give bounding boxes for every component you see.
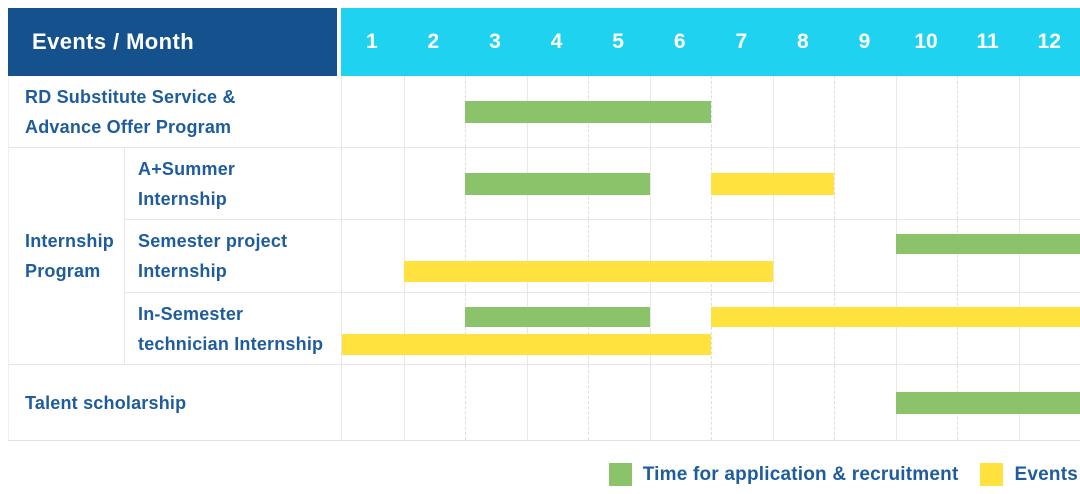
row-chart-in-semester-technician [341, 293, 1080, 365]
gantt-bar [342, 334, 711, 355]
row-label-text: technician Internship [138, 333, 324, 354]
row-chart-semester-project [341, 220, 1080, 293]
gantt-bar [465, 307, 650, 327]
month-gridline [465, 365, 466, 440]
month-label: 9 [858, 30, 871, 53]
month-gridline [711, 293, 712, 364]
month-label: 8 [797, 30, 809, 53]
row-chart-a-plus-summer [341, 148, 1080, 220]
month-gridline [834, 148, 835, 219]
month-gridline [957, 148, 958, 219]
row-chart-talent-scholarship [341, 365, 1080, 441]
row-label-semester-project: Semester project Internship [124, 220, 341, 293]
row-label-in-semester-technician: In-Semester technician Internship [124, 293, 341, 365]
month-label: 10 [914, 30, 938, 53]
month-gridline [526, 365, 528, 440]
month-gridline [895, 293, 897, 364]
month-gridline [834, 365, 835, 440]
gantt-bar [465, 172, 650, 195]
month-gridline [834, 76, 835, 147]
month-gridline [895, 148, 897, 219]
gantt-bar [711, 307, 1080, 327]
month-gridline [1018, 220, 1020, 292]
legend: Time for application & recruitment Event… [608, 463, 1078, 486]
legend-green-square-icon [608, 463, 632, 486]
month-label: 6 [673, 30, 686, 53]
month-gridline [403, 76, 405, 147]
month-label: 5 [612, 30, 624, 53]
month-gridline [711, 365, 712, 440]
group-label-text: Program [25, 261, 101, 281]
month-gridline [772, 220, 774, 292]
month-gridline [772, 365, 774, 440]
month-gridline [834, 293, 835, 364]
month-gridline [403, 365, 405, 440]
month-gridline [403, 148, 405, 219]
month-label: 12 [1037, 30, 1061, 53]
row-label-rd-substitute: RD Substitute Service & Advance Offer Pro… [8, 76, 341, 148]
month-gridline [772, 76, 774, 147]
month-gridline [957, 220, 958, 292]
schedule-table: Events / Month 1 2 3 4 5 6 7 8 9 10 11 12 RD Substi… [8, 8, 1080, 441]
gantt-bar [895, 391, 1080, 414]
row-label-a-plus-summer: A+Summer Internship [124, 148, 341, 220]
month-label: 7 [735, 30, 748, 53]
month-gridline [895, 220, 897, 292]
row-label-text: Semester project [138, 231, 288, 251]
row-label-text: RD Substitute Service & [25, 86, 236, 107]
month-gridline [1018, 76, 1020, 147]
gantt-bar [711, 172, 834, 195]
row-label-talent-scholarship: Talent scholarship [8, 365, 341, 441]
row-label-text: In-Semester [138, 303, 244, 324]
month-gridline [588, 365, 589, 440]
header-events-month-cell: Events / Month [8, 8, 341, 76]
month-label: 11 [976, 30, 999, 53]
month-gridline [711, 76, 712, 147]
row-label-text: Talent scholarship [25, 392, 187, 413]
group-label-internship-program: Internship Program [8, 148, 124, 365]
gantt-bar [465, 100, 711, 123]
month-label: 2 [427, 30, 440, 53]
month-gridline [957, 76, 958, 147]
legend-label-recruitment: Time for application & recruitment [642, 463, 959, 485]
row-label-text: Internship [138, 261, 228, 281]
month-gridline [649, 148, 651, 219]
month-label: 4 [550, 30, 563, 53]
gantt-bar [895, 234, 1080, 254]
gantt-bar [403, 261, 773, 282]
month-label: 3 [489, 30, 501, 53]
legend-yellow-square-icon [980, 463, 1004, 486]
month-header-row: 1 2 3 4 5 6 7 8 9 10 11 12 [341, 8, 1080, 76]
row-label-text: A+Summer [138, 158, 236, 179]
row-chart-rd-substitute [341, 76, 1080, 148]
legend-label-events: Events [1014, 463, 1078, 485]
month-gridline [772, 293, 774, 364]
group-label-text: Internship [25, 231, 115, 251]
row-label-text: Advance Offer Program [25, 116, 232, 137]
month-gridline [895, 76, 897, 147]
header-title: Events / Month [32, 29, 195, 54]
month-gridline [834, 220, 835, 292]
month-gridline [1018, 148, 1020, 219]
month-gridline [649, 365, 651, 440]
month-gridline [957, 293, 958, 364]
row-label-text: Internship [138, 188, 228, 209]
month-gridline [1018, 293, 1020, 364]
month-label: 1 [365, 30, 378, 53]
